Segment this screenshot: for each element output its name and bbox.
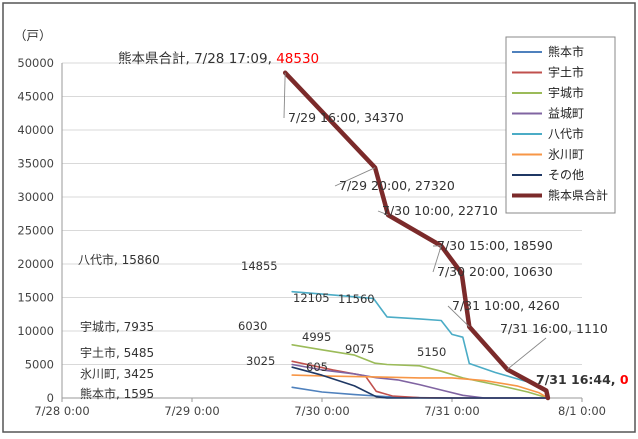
data-label: 9075 [345,342,374,356]
data-label-text: 熊本県合計, 7/28 17:09, [118,51,276,67]
data-label: 7/29 20:00, 27320 [339,178,455,193]
y-tick-label: 5000 [25,358,54,372]
data-label: 熊本市, 1595 [80,386,154,401]
data-label-text: 11560 [338,292,375,306]
data-label: 7/30 10:00, 22710 [382,203,498,218]
data-label-text: 6030 [238,319,267,333]
legend-label: 宇城市 [548,85,584,100]
data-label: 7/30 20:00, 10630 [437,264,553,279]
y-tick-label: 30000 [17,190,54,204]
x-tick-label: 7/31 0:00 [424,404,479,418]
data-label-text: 605 [306,360,328,374]
data-label: 7/31 16:44, 0 [536,372,629,387]
legend-label: 益城町 [548,107,584,121]
data-label: 3025 [246,354,275,368]
data-label-text: 7/29 20:00, 27320 [339,178,455,193]
data-label-text: 5150 [417,345,446,359]
data-label-text: 宇城市, 7935 [80,319,154,334]
x-tick-label: 7/30 0:00 [294,404,349,418]
data-label-text: 4995 [302,330,331,344]
y-tick-label: 40000 [17,123,54,137]
data-label: 6030 [238,319,267,333]
data-label-text: 7/30 15:00, 18590 [437,238,553,253]
data-label: 14855 [241,259,278,273]
data-label-text: 7/30 10:00, 22710 [382,203,498,218]
data-label: 7/31 16:00, 1110 [500,321,608,336]
data-label-text: 7/31 10:00, 4260 [452,298,560,313]
data-label: 氷川町, 3425 [80,367,154,381]
data-label: 宇土市, 5485 [80,345,154,360]
data-label-value: 0 [620,372,629,387]
x-tick-label: 7/28 0:00 [34,404,89,418]
data-label-text: 7/29 16:00, 34370 [288,110,404,125]
legend-label: 八代市 [548,126,584,141]
data-label: 7/29 16:00, 34370 [288,110,404,125]
legend-label: 熊本市 [548,44,584,59]
data-label-value: 48530 [276,51,319,67]
data-label-text: 3025 [246,354,275,368]
data-label: 12105 [293,291,330,305]
data-label: 605 [306,360,328,374]
y-tick-label: 0 [47,391,54,405]
data-label-text: 7/31 16:00, 1110 [500,321,608,336]
y-tick-label: 45000 [17,90,54,104]
data-label: 八代市, 15860 [78,252,160,267]
y-tick-label: 15000 [17,291,54,305]
data-label: 4995 [302,330,331,344]
data-label-text: 宇土市, 5485 [80,345,154,360]
data-label: 宇城市, 7935 [80,319,154,334]
legend-box [506,37,615,213]
y-tick-label: 20000 [17,257,54,271]
y-tick-label: 35000 [17,157,54,171]
data-label-text: 12105 [293,291,330,305]
x-tick-label: 7/29 0:00 [164,404,219,418]
legend-label: その他 [548,168,584,182]
y-tick-label: 10000 [17,324,54,338]
y-tick-label: 25000 [17,224,54,238]
data-label-text: 氷川町, 3425 [80,367,154,381]
data-label-text: 7/30 20:00, 10630 [437,264,553,279]
data-label-text: 八代市, 15860 [78,252,160,267]
data-label-text: 9075 [345,342,374,356]
legend-label: 氷川町 [548,148,584,162]
data-label: 11560 [338,292,375,306]
data-label-text: 熊本市, 1595 [80,386,154,401]
data-label: 7/31 10:00, 4260 [452,298,560,313]
data-label: 5150 [417,345,446,359]
data-label-text: 7/31 16:44, [536,372,620,387]
y-unit-label: （戸） [14,28,52,43]
data-label: 7/30 15:00, 18590 [437,238,553,253]
data-label-text: 14855 [241,259,278,273]
legend-label: 熊本県合計 [548,188,608,203]
data-label: 熊本県合計, 7/28 17:09, 48530 [118,51,319,67]
y-tick-label: 50000 [17,56,54,70]
x-tick-label: 8/1 0:00 [558,404,606,418]
legend-label: 宇土市 [548,65,584,80]
